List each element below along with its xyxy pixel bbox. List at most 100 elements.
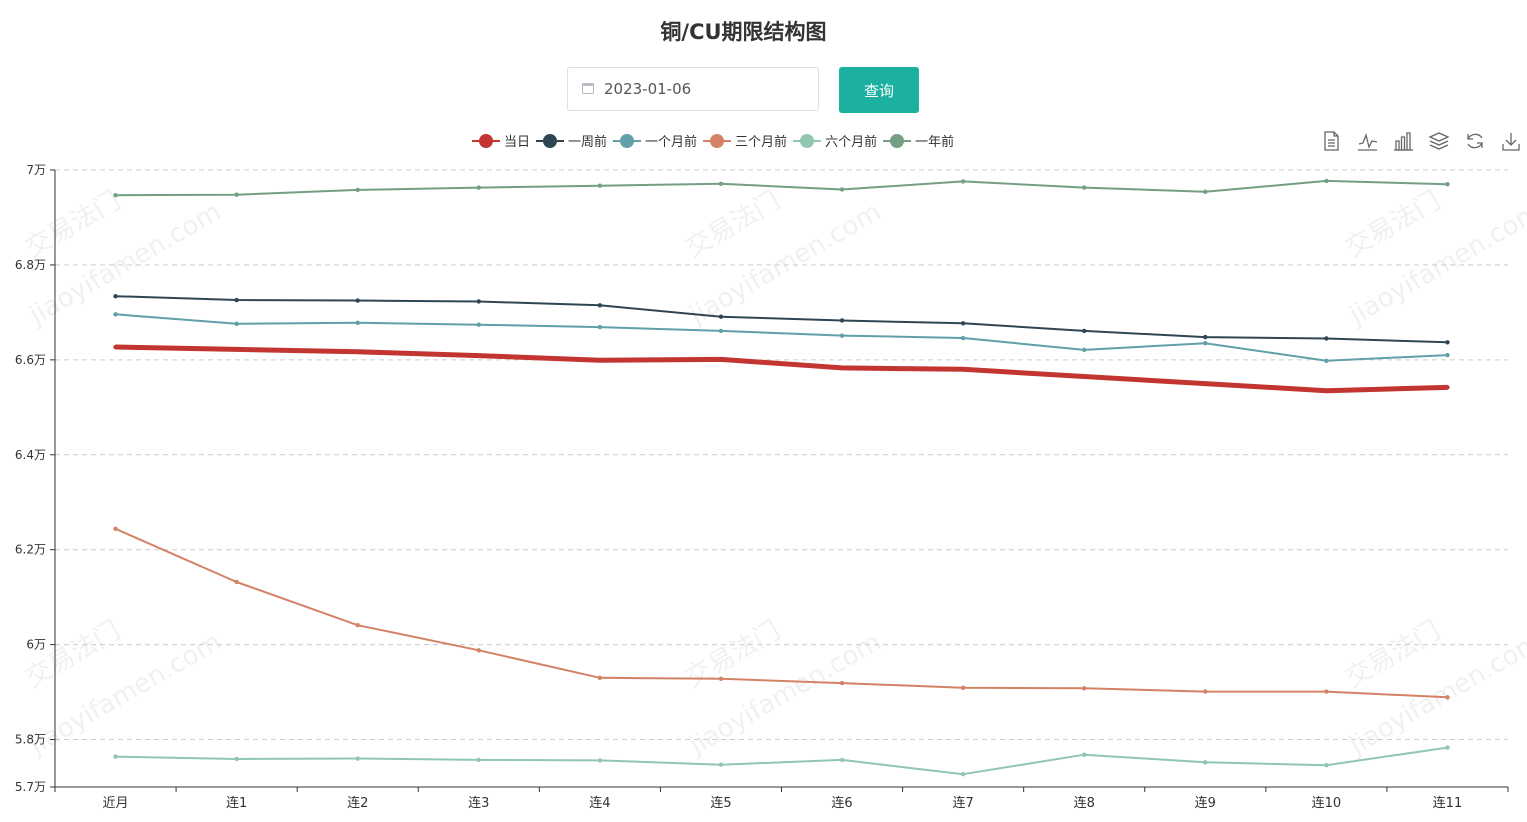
- data-point: [718, 676, 724, 681]
- legend-symbol-icon: [703, 131, 732, 151]
- data-point: [597, 324, 603, 330]
- data-point: [355, 756, 360, 761]
- stack-icon[interactable]: [1428, 130, 1450, 152]
- legend-item-4[interactable]: 六个月前: [793, 131, 877, 151]
- series-line-4: [115, 746, 1448, 776]
- legend-label: 一年前: [915, 135, 955, 150]
- data-point: [718, 181, 724, 186]
- data-point: [839, 318, 845, 323]
- data-point: [960, 367, 966, 372]
- y-tick-label: 6万: [26, 638, 46, 652]
- legend-symbol-icon: [536, 131, 565, 151]
- data-point: [1324, 689, 1329, 694]
- legend-label: 三个月前: [735, 135, 788, 150]
- data-point: [234, 347, 239, 352]
- x-tick-label: 近月: [103, 796, 129, 811]
- date-picker-input[interactable]: 2023-01-06: [567, 67, 819, 111]
- data-point: [234, 756, 239, 762]
- save-image-icon[interactable]: [1500, 130, 1522, 152]
- data-point: [476, 648, 481, 653]
- data-point: [1082, 185, 1087, 190]
- legend-symbol-icon: [613, 131, 642, 151]
- series-line-2: [115, 313, 1448, 362]
- legend-label: 六个月前: [825, 135, 878, 150]
- data-point: [1082, 328, 1087, 334]
- x-tick-label: 连3: [468, 795, 489, 811]
- y-tick-label: 5.8万: [15, 733, 46, 747]
- data-point: [113, 526, 118, 532]
- calendar-icon: [582, 83, 594, 94]
- data-point: [355, 349, 360, 354]
- data-point: [1082, 347, 1087, 353]
- legend-label: 一周前: [568, 135, 608, 150]
- data-point: [597, 675, 603, 681]
- legend-item-2[interactable]: 一个月前: [613, 131, 697, 151]
- data-point: [718, 314, 724, 319]
- x-tick-label: 连7: [952, 795, 973, 811]
- data-point: [1445, 385, 1450, 390]
- legend-item-5[interactable]: 一年前: [883, 131, 954, 151]
- y-tick-label: 6.2万: [15, 543, 46, 557]
- data-point: [839, 365, 845, 371]
- data-point: [476, 299, 481, 304]
- legend-item-3[interactable]: 三个月前: [703, 131, 787, 151]
- watermark-en: jiaoyifamen.com: [684, 627, 887, 761]
- series-line-5: [115, 179, 1448, 197]
- data-point: [960, 321, 966, 326]
- data-point: [1445, 340, 1450, 345]
- data-point: [1082, 374, 1087, 379]
- watermark-cn: 交易法门: [1341, 186, 1446, 264]
- data-point: [960, 179, 966, 184]
- data-point: [476, 353, 481, 358]
- x-tick-label: 连1: [226, 795, 247, 811]
- data-point: [113, 192, 118, 198]
- y-tick-label: 5.7万: [15, 780, 46, 794]
- bar-switch-icon[interactable]: [1392, 130, 1414, 152]
- restore-icon[interactable]: [1464, 130, 1486, 152]
- data-point: [355, 187, 360, 193]
- x-tick-label: 连9: [1195, 795, 1216, 811]
- chart-legend: 当日 一周前 一个月前 三个月前 六个月前 一年前: [472, 131, 960, 151]
- data-point: [1203, 381, 1208, 386]
- data-point: [476, 757, 481, 763]
- query-button[interactable]: 查询: [839, 67, 919, 113]
- data-point: [839, 757, 845, 763]
- y-tick-label: 6.6万: [15, 353, 46, 367]
- data-point: [476, 322, 481, 327]
- chart-toolbox: [1320, 130, 1527, 152]
- data-point: [597, 183, 603, 188]
- data-point: [355, 622, 360, 628]
- data-point: [1203, 341, 1208, 346]
- watermark-cn: 交易法门: [21, 186, 126, 264]
- y-tick-label: 6.8万: [15, 258, 46, 272]
- data-point: [839, 680, 845, 686]
- data-point: [355, 298, 360, 303]
- data-point: [1324, 178, 1329, 184]
- legend-item-1[interactable]: 一周前: [536, 131, 607, 151]
- x-tick-label: 连10: [1312, 795, 1342, 811]
- legend-label: 一个月前: [645, 135, 698, 150]
- line-switch-icon[interactable]: [1356, 130, 1378, 152]
- date-value: 2023-01-06: [604, 80, 692, 98]
- x-tick-label: 连2: [347, 795, 368, 811]
- data-view-icon[interactable]: [1320, 130, 1342, 152]
- legend-item-0[interactable]: 当日: [472, 131, 530, 151]
- data-point: [839, 333, 845, 338]
- data-point: [113, 344, 118, 350]
- watermark-cn: 交易法门: [21, 616, 126, 694]
- data-point: [113, 754, 118, 759]
- watermark-en: jiaoyifamen.com: [24, 197, 227, 331]
- x-tick-label: 连8: [1074, 795, 1095, 811]
- y-tick-label: 6.4万: [15, 448, 46, 462]
- data-point: [355, 320, 360, 326]
- data-point: [1324, 358, 1329, 363]
- data-point: [1324, 762, 1329, 768]
- data-point: [234, 192, 239, 197]
- data-point: [1203, 189, 1208, 195]
- data-point: [1445, 695, 1450, 700]
- data-point: [1445, 352, 1450, 358]
- series-line-0: [115, 344, 1448, 394]
- data-point: [1324, 336, 1329, 341]
- data-point: [597, 303, 603, 308]
